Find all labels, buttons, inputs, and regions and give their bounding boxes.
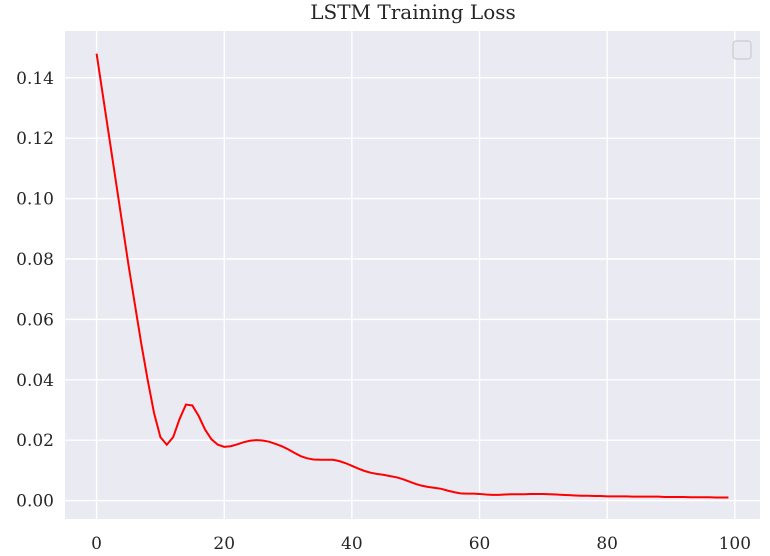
y-tick-label: 0.14 <box>16 69 54 89</box>
x-axis-ticks: 0 20 40 60 80 100 <box>91 534 751 554</box>
x-tick-label: 80 <box>596 534 618 554</box>
x-tick-label: 60 <box>469 534 491 554</box>
y-axis-ticks: 0.00 0.02 0.04 0.06 0.08 0.10 0.12 0.14 <box>16 69 54 512</box>
x-tick-label: 20 <box>213 534 235 554</box>
legend-box <box>732 40 752 60</box>
loss-series-line <box>95 53 729 499</box>
y-tick-label: 0.10 <box>16 190 54 210</box>
y-tick-label: 0.00 <box>16 492 54 512</box>
plot-area <box>65 31 760 519</box>
y-tick-label: 0.12 <box>16 129 54 149</box>
x-tick-label: 40 <box>341 534 363 554</box>
x-tick-label: 100 <box>719 534 751 554</box>
y-tick-label: 0.04 <box>16 371 54 391</box>
y-tick-label: 0.06 <box>16 310 54 330</box>
x-tick-label: 0 <box>91 534 102 554</box>
grid <box>65 31 760 519</box>
y-tick-label: 0.02 <box>16 431 54 451</box>
chart-title: LSTM Training Loss <box>310 0 516 24</box>
y-tick-label: 0.08 <box>16 250 54 270</box>
